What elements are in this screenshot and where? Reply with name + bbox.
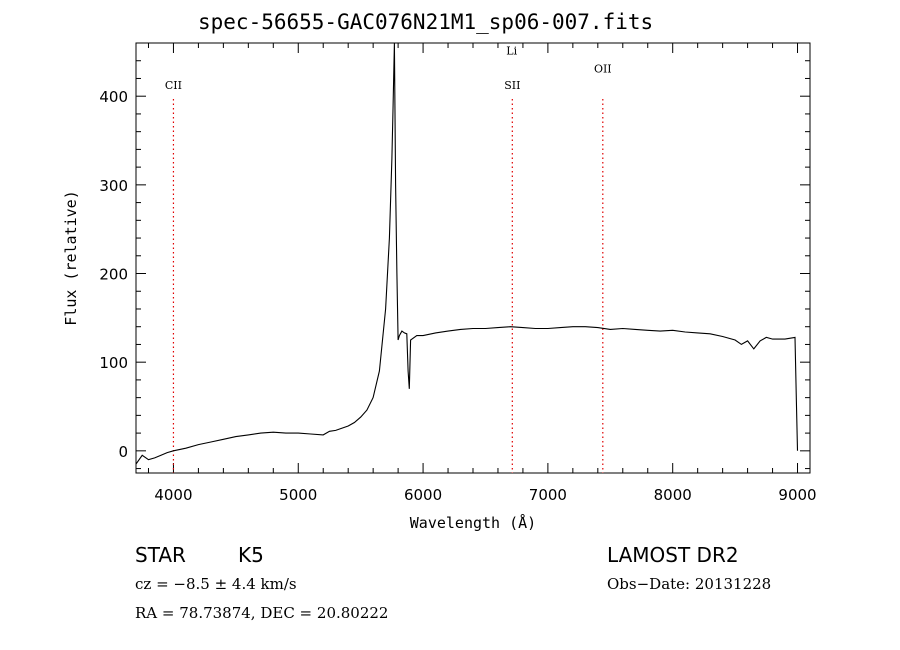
spectral-line-label: SII	[504, 79, 520, 92]
spectrum-line	[136, 43, 799, 465]
spectral-line-label: OII	[594, 62, 612, 75]
ra-dec-coordinates: RA = 78.73874, DEC = 20.80222	[135, 604, 389, 622]
chart-title: spec-56655-GAC076N21M1_sp06-007.fits	[198, 10, 654, 34]
redshift-velocity: cz = −8.5 ± 4.4 km/s	[135, 575, 297, 593]
x-tick-label: 6000	[404, 486, 442, 504]
x-tick-label: 7000	[529, 486, 567, 504]
survey-label: LAMOST DR2	[607, 543, 739, 567]
plot-frame	[135, 42, 811, 474]
x-tick-label: 5000	[279, 486, 317, 504]
y-tick-label: 300	[99, 177, 128, 195]
y-axis-label: Flux (relative)	[62, 190, 80, 325]
y-tick-label: 200	[99, 266, 128, 284]
x-tick-label: 9000	[778, 486, 816, 504]
y-tick-label: 400	[99, 88, 128, 106]
x-tick-label: 8000	[654, 486, 692, 504]
spectral-line-label: Li	[506, 45, 517, 58]
x-tick-label: 4000	[154, 486, 192, 504]
y-tick-label: 100	[99, 354, 128, 372]
y-tick-label: 0	[118, 443, 128, 461]
observation-date: Obs−Date: 20131228	[607, 575, 772, 593]
object-subclass: K5	[238, 543, 264, 567]
spectral-line-label: CII	[165, 79, 182, 92]
object-class: STAR	[135, 543, 186, 567]
x-axis-label: Wavelength (Å)	[410, 513, 536, 532]
